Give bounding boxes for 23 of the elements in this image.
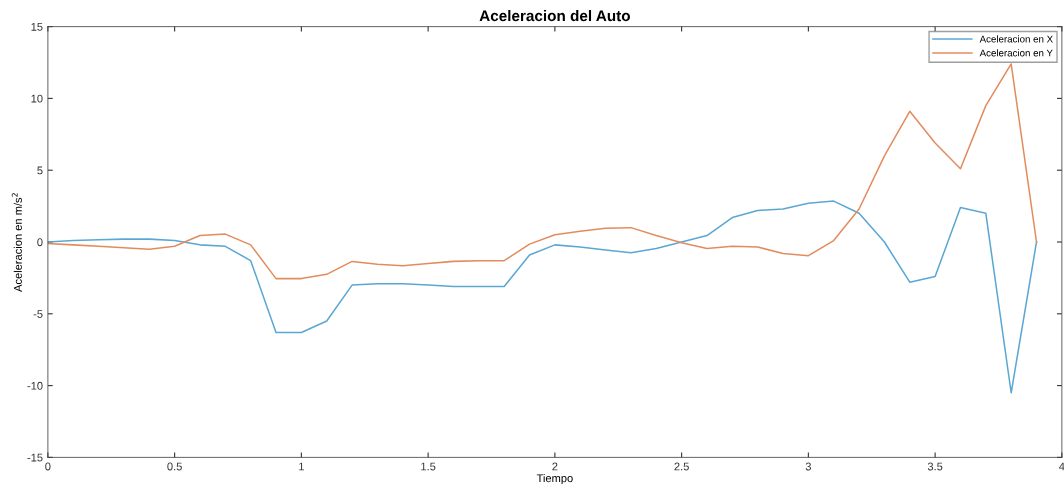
y-tick-label: 0 (37, 238, 43, 247)
x-tick-label: 0 (45, 462, 51, 471)
x-tick-label: 3 (805, 462, 811, 471)
x-tick-label: 0.5 (167, 462, 182, 471)
x-tick-label: 1 (299, 462, 304, 471)
y-tick-label: 15 (31, 23, 43, 31)
x-tick-label: 1.5 (421, 462, 436, 471)
x-axis-title: Tiempo (536, 473, 573, 484)
x-tick-label: 4 (1059, 462, 1064, 471)
line-series (47, 63, 1038, 280)
x-tick-label: 2 (552, 462, 558, 471)
y-tick-label: -5 (33, 310, 43, 318)
legend-label: Aceleracion en Y (979, 49, 1053, 57)
line-series (47, 200, 1038, 394)
y-tick-label: -10 (27, 381, 43, 390)
x-tick-label: 3.5 (927, 462, 943, 471)
chart-title: Aceleracion del Auto (479, 9, 630, 22)
legend-label: Aceleracion en X (979, 35, 1053, 43)
y-tick-label: -15 (27, 453, 43, 462)
y-axis-title: Aceleracion en m/s$^{2}$ (11, 193, 22, 292)
y-tick-label: 5 (37, 166, 43, 175)
x-tick-label: 2.5 (674, 462, 689, 471)
y-tick-label: 10 (31, 94, 43, 103)
